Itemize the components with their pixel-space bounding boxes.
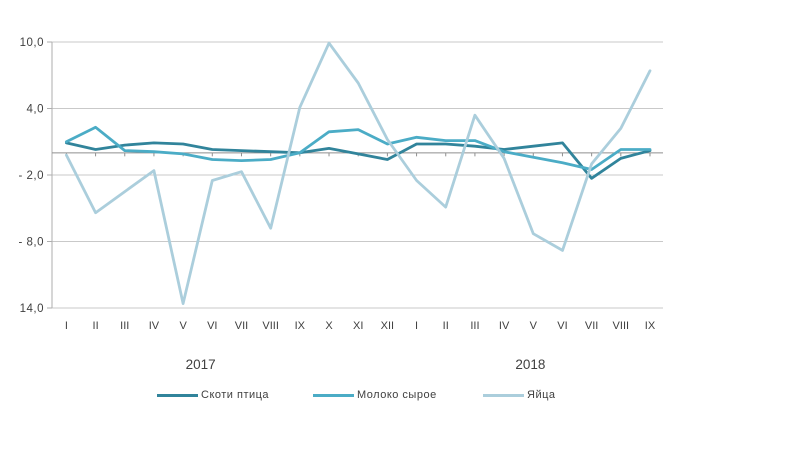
month-label: VIII [262, 320, 279, 332]
legend-label-moloko-syroe: Молоко сырое [357, 389, 437, 401]
month-label: I [415, 320, 418, 332]
legend-swatch-yajca [483, 393, 524, 397]
month-label: IV [149, 320, 160, 332]
month-label: III [470, 320, 479, 332]
month-label: V [179, 320, 187, 332]
month-label: VII [585, 320, 598, 332]
month-label: XII [381, 320, 394, 332]
legend: Скоти птица Молоко сырое Яйца [0, 388, 800, 404]
legend-item-skoti-ptica: Скоти птица [157, 388, 269, 402]
month-label: VIII [613, 320, 630, 332]
month-label: IX [295, 320, 306, 332]
year-label: 2018 [515, 357, 545, 372]
month-label: II [93, 320, 99, 332]
y-tick-label: 10,0 [20, 37, 44, 49]
legend-item-moloko-syroe: Молоко сырое [313, 388, 437, 402]
month-label: III [120, 320, 129, 332]
month-label: VI [207, 320, 217, 332]
month-label: V [530, 320, 538, 332]
legend-swatch-skoti-ptica [157, 393, 198, 397]
month-label: X [325, 320, 333, 332]
series-line-Молоко сырое [65, 125, 652, 171]
month-label: VI [557, 320, 567, 332]
year-label: 2017 [186, 357, 216, 372]
month-label: VII [235, 320, 248, 332]
legend-label-yajca: Яйца [527, 389, 556, 401]
month-label: XI [353, 320, 363, 332]
legend-label-skoti-ptica: Скоти птица [201, 389, 270, 401]
y-tick-label: - 2,0 [18, 170, 44, 182]
month-label: IV [499, 320, 510, 332]
legend-item-yajca: Яйца [483, 388, 556, 402]
y-tick-label: - 8,0 [18, 237, 44, 249]
y-tick-label: 14,0 [20, 303, 44, 315]
series-line-Яйца [65, 41, 652, 306]
y-tick-label: 4,0 [27, 104, 45, 116]
legend-swatch-moloko-syroe [313, 393, 354, 397]
month-label: II [443, 320, 449, 332]
series-line-Скоти птица [65, 141, 652, 180]
month-label: IX [645, 320, 656, 332]
month-label: I [65, 320, 68, 332]
